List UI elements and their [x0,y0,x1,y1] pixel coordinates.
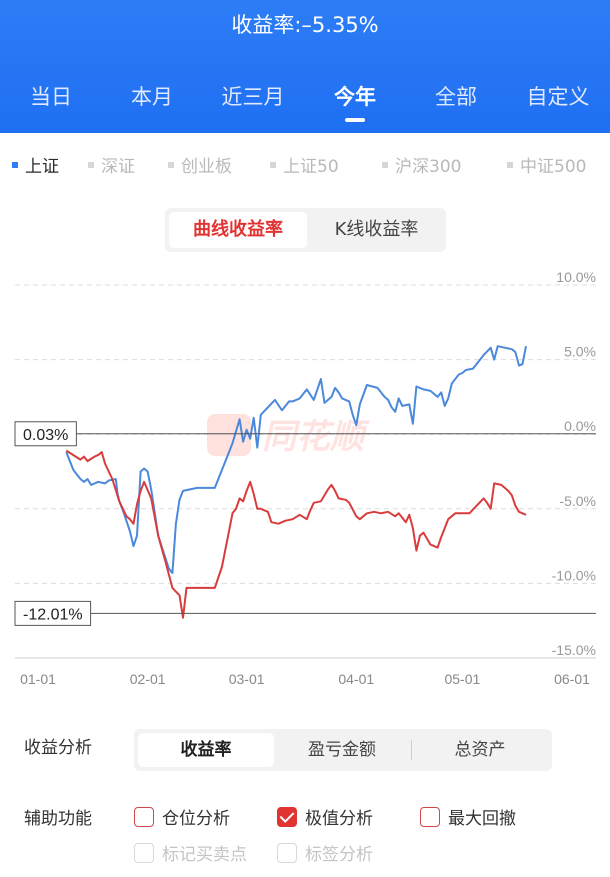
checkbox-label: 仓位分析 [162,809,230,829]
watermark-text: 同花顺 [262,417,370,457]
curve-return-button[interactable]: 曲线收益率 [169,212,307,248]
extreme-value-label: -12.01% [23,606,83,623]
checkbox-icon [134,843,154,863]
return-chart[interactable]: 同花顺 10.0% 5.0% 0.0% -5.0% -10.0% -15.0% 01-01… [0,260,610,700]
legend-square-icon [507,162,513,168]
aux-functions-label: 辅助功能 [24,809,92,829]
y-tick-label: 5.0% [564,344,596,360]
segment-divider [411,740,412,760]
tab-custom[interactable]: 自定义 [526,85,590,109]
y-tick-label: 0.0% [564,418,596,434]
total-assets-option[interactable]: 总资产 [454,740,506,760]
legend-square-icon [88,162,94,168]
series-line [65,449,527,619]
checkbox-icon [277,843,297,863]
x-tick-label: 05-01 [444,671,480,687]
index-label: 上证 [25,157,59,177]
mark-trades-checkbox: 标记买卖点 [134,842,247,868]
y-tick-label: -5.0% [559,493,596,509]
x-axis: 01-01 02-01 03-01 04-01 05-01 06-01 [20,671,590,687]
extreme-value-label: 0.03% [23,427,68,444]
index-csi500[interactable]: 中证500 [507,152,586,182]
x-tick-label: 06-01 [554,671,590,687]
legend-square-icon [270,162,276,168]
y-tick-label: 10.0% [556,269,596,285]
tab-today[interactable]: 当日 [30,85,72,109]
chart-mode-toggle: 曲线收益率 K线收益率 [165,208,446,252]
watermark-logo: 同花顺 [207,414,370,457]
max-drawdown-checkbox[interactable]: 最大回撤 [420,806,516,832]
y-tick-label: -15.0% [552,642,596,658]
checkbox-label: 标签分析 [305,845,373,865]
return-analysis-label: 收益分析 [24,738,92,758]
extreme-value-box [14,600,92,626]
x-tick-label: 03-01 [229,671,265,687]
analysis-segmented-control: 收益率 盈亏金额 总资产 [134,729,552,771]
index-selector: 上证 深证 创业板 上证50 沪深300 中证500 [0,152,610,182]
index-label: 深证 [101,157,135,177]
tab-all[interactable]: 全部 [435,85,477,109]
y-tick-label: -10.0% [552,567,596,583]
period-tabs: 当日 本月 近三月 今年 全部 自定义 [0,80,610,114]
index-label: 上证50 [283,157,339,177]
index-sse50[interactable]: 上证50 [270,152,339,182]
checkbox-label: 标记买卖点 [162,845,247,865]
tab-three-months[interactable]: 近三月 [221,85,285,109]
checkbox-icon [420,807,440,827]
active-tab-indicator [345,118,365,122]
legend-square-icon [382,162,388,168]
checkbox-icon [134,807,154,827]
series-line [65,345,527,574]
index-csi300[interactable]: 沪深300 [382,152,461,182]
index-label: 沪深300 [395,157,462,177]
checkbox-label: 极值分析 [305,809,373,829]
position-analysis-checkbox[interactable]: 仓位分析 [134,806,230,832]
tag-analysis-checkbox: 标签分析 [277,842,373,868]
kline-return-button[interactable]: K线收益率 [334,219,419,240]
tab-this-month[interactable]: 本月 [131,85,173,109]
series-lines [65,345,527,619]
x-tick-label: 02-01 [130,671,166,687]
extreme-analysis-checkbox[interactable]: 极值分析 [277,806,373,832]
chart-grid [15,284,596,659]
extreme-value-box [14,421,77,447]
profit-loss-option[interactable]: 盈亏金额 [308,740,376,760]
index-label: 创业板 [181,157,232,177]
extreme-value-markers: 0.03% -12.01% [14,421,596,626]
return-rate-option[interactable]: 收益率 [138,733,274,767]
index-shanghai[interactable]: 上证 [12,152,59,182]
index-chinext[interactable]: 创业板 [168,152,232,182]
return-rate-title: 收益率:–5.35% [231,13,379,37]
x-tick-label: 01-01 [20,671,56,687]
index-label: 中证500 [520,157,587,177]
checkmark-icon [277,807,297,827]
x-tick-label: 04-01 [338,671,374,687]
tab-this-year[interactable]: 今年 [334,85,376,109]
y-axis: 10.0% 5.0% 0.0% -5.0% -10.0% -15.0% [552,269,596,658]
legend-square-icon [12,162,18,168]
header-bar: 收益率:–5.35% 当日 本月 近三月 今年 全部 自定义 [0,0,610,133]
legend-square-icon [168,162,174,168]
index-shenzhen[interactable]: 深证 [88,152,135,182]
checkbox-label: 最大回撤 [448,809,516,829]
